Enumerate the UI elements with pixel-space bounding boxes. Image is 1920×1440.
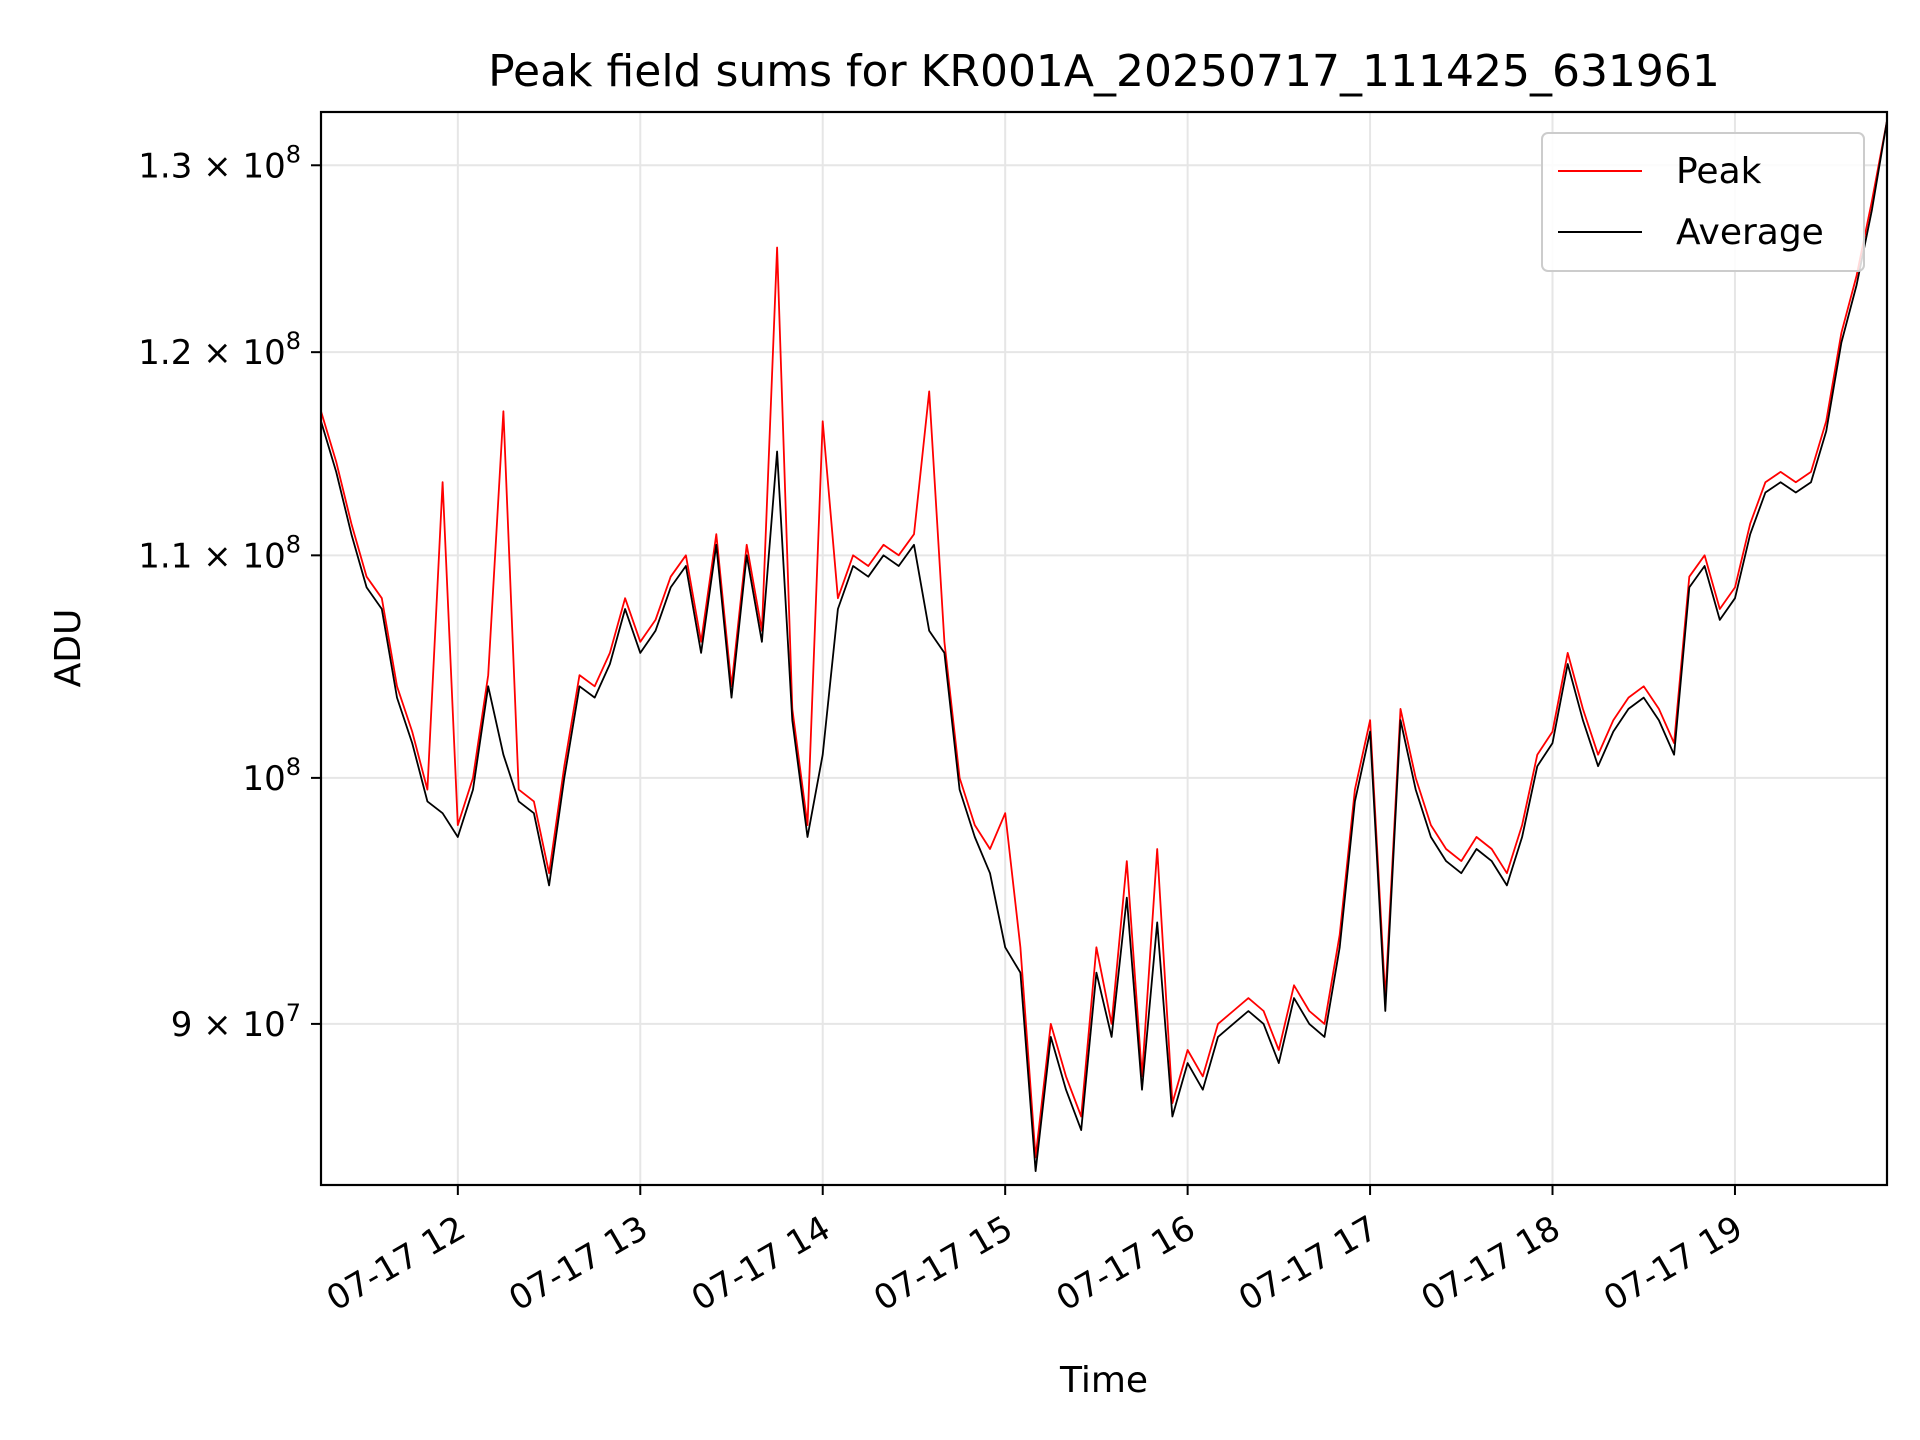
y-tick-label-4: 1.3 × 108 bbox=[138, 140, 301, 186]
series-line-average bbox=[320, 120, 1888, 1172]
x-tick-label-3: 07-17 15 bbox=[867, 1208, 1019, 1319]
y-axis-label: ADU bbox=[48, 609, 89, 688]
x-axis-label: Time bbox=[1059, 1360, 1148, 1401]
legend-label-average: Average bbox=[1676, 212, 1824, 253]
y-tick-label-2: 1.1 × 108 bbox=[138, 530, 301, 576]
grid-layer bbox=[321, 112, 1887, 1185]
y-tick-label-3: 1.2 × 108 bbox=[138, 327, 301, 373]
x-tick-label-0: 07-17 12 bbox=[320, 1208, 472, 1319]
x-tick-label-5: 07-17 17 bbox=[1232, 1208, 1384, 1319]
series-layer bbox=[320, 120, 1888, 1172]
x-tick-label-7: 07-17 19 bbox=[1597, 1208, 1749, 1319]
x-axis: 07-17 12 07-17 13 07-17 14 07-17 15 07-17 16… bbox=[320, 1185, 1749, 1319]
x-tick-label-6: 07-17 18 bbox=[1415, 1208, 1567, 1319]
chart-title: Peak field sums for KR001A_20250717_1114… bbox=[488, 46, 1720, 97]
plot-frame bbox=[319, 110, 1889, 1187]
y-axis: 9 × 107 108 1.1 × 108 1.2 × 108 1.3 × 108 bbox=[138, 140, 321, 1045]
x-tick-label-1: 07-17 13 bbox=[502, 1208, 654, 1319]
legend-label-peak: Peak bbox=[1676, 151, 1762, 192]
series-line-peak bbox=[320, 120, 1888, 1159]
x-tick-label-2: 07-17 14 bbox=[685, 1208, 837, 1319]
x-tick-label-4: 07-17 16 bbox=[1050, 1208, 1202, 1319]
legend: Peak Average bbox=[1541, 132, 1865, 272]
y-tick-label-0: 9 × 107 bbox=[171, 999, 301, 1045]
y-tick-label-1: 108 bbox=[242, 753, 301, 799]
legend-box bbox=[1541, 132, 1865, 272]
